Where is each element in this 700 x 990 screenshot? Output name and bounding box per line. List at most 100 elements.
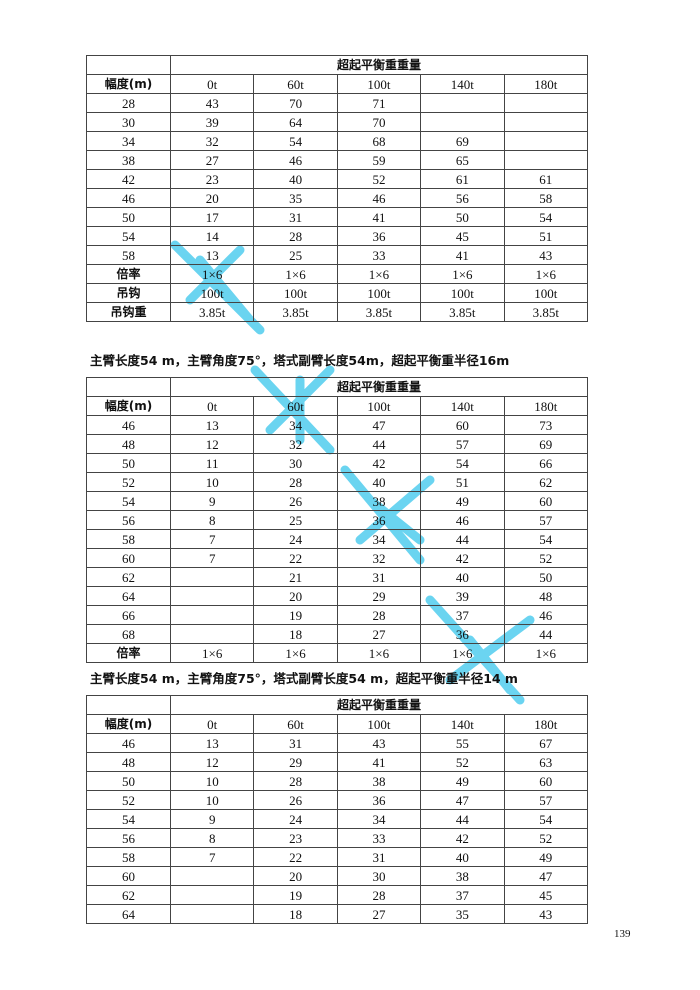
cell: 29 xyxy=(253,752,338,772)
cell: 46 xyxy=(420,510,505,530)
cell: 39 xyxy=(420,586,505,606)
cell: 45 xyxy=(503,885,589,905)
cell: 35 xyxy=(420,904,505,924)
cell xyxy=(169,904,255,924)
cell xyxy=(503,131,589,151)
cell: 28 xyxy=(253,472,338,492)
cell xyxy=(169,866,255,886)
cell: 48 xyxy=(503,586,589,606)
cell: 52 xyxy=(420,752,505,772)
cell: 50 xyxy=(503,567,589,587)
cell: 20 xyxy=(169,188,255,208)
cell xyxy=(503,150,589,170)
cell: 1×6 xyxy=(336,643,422,663)
cell: 49 xyxy=(503,847,589,867)
cell: 62 xyxy=(503,472,589,492)
cell xyxy=(169,605,255,625)
cell: 21 xyxy=(253,567,338,587)
cell: 47 xyxy=(420,790,505,810)
cell: 68 xyxy=(336,131,422,151)
table-row: 34 32 54 68 69 xyxy=(86,131,589,151)
table-row: 56 8 23 33 42 52 xyxy=(86,828,589,848)
cell: 61 xyxy=(420,169,505,189)
cell: 57 xyxy=(420,434,505,454)
cell: 10 xyxy=(169,790,255,810)
cell: 43 xyxy=(503,904,589,924)
cell: 12 xyxy=(169,752,255,772)
load-table-1: 超起平衡重重量 幅度(m) 0t 60t 100t 140t 180t 28 43 70 71 30 3… xyxy=(86,55,589,322)
column-header: 140t xyxy=(420,396,505,416)
table-row: 46 20 35 46 56 58 xyxy=(86,188,589,208)
table-row: 66 19 28 37 46 xyxy=(86,605,589,625)
row-label: 58 xyxy=(86,847,171,867)
cell xyxy=(420,112,505,132)
table-row: 64 20 29 39 48 xyxy=(86,586,589,606)
table-row: 62 21 31 40 50 xyxy=(86,567,589,587)
cell: 1×6 xyxy=(420,643,505,663)
column-header: 180t xyxy=(503,396,589,416)
cell: 66 xyxy=(503,453,589,473)
cell: 28 xyxy=(336,605,422,625)
row-label: 48 xyxy=(86,434,171,454)
cell: 24 xyxy=(253,809,338,829)
cell: 34 xyxy=(253,415,338,435)
column-header: 180t xyxy=(503,74,589,94)
cell: 34 xyxy=(336,529,422,549)
cell: 70 xyxy=(336,112,422,132)
cell: 34 xyxy=(336,809,422,829)
group-header-row: 超起平衡重重量 xyxy=(86,55,588,75)
row-label: 52 xyxy=(86,790,171,810)
cell: 100t xyxy=(169,283,255,303)
table-row: 52 10 26 36 47 57 xyxy=(86,790,589,810)
cell: 9 xyxy=(169,491,255,511)
table-row: 56 8 25 36 46 57 xyxy=(86,510,589,530)
row-label: 54 xyxy=(86,809,171,829)
cell: 26 xyxy=(253,491,338,511)
page-number: 139 xyxy=(614,928,631,940)
cell: 57 xyxy=(503,510,589,530)
cell: 14 xyxy=(169,226,255,246)
cell: 31 xyxy=(253,733,338,753)
cell: 50 xyxy=(420,207,505,227)
table-row: 62 19 28 37 45 xyxy=(86,885,589,905)
cell: 13 xyxy=(169,733,255,753)
column-header: 0t xyxy=(169,396,255,416)
column-header: 0t xyxy=(169,74,255,94)
cell: 46 xyxy=(253,150,338,170)
cell: 51 xyxy=(420,472,505,492)
column-header: 60t xyxy=(253,74,338,94)
cell: 42 xyxy=(420,828,505,848)
cell: 46 xyxy=(336,188,422,208)
table-row: 42 23 40 52 61 61 xyxy=(86,169,589,189)
table-row: 倍率 1×6 1×6 1×6 1×6 1×6 xyxy=(86,643,589,663)
cell: 28 xyxy=(253,226,338,246)
row-label: 46 xyxy=(86,733,171,753)
table-row: 30 39 64 70 xyxy=(86,112,589,132)
cell: 32 xyxy=(336,548,422,568)
cell: 1×6 xyxy=(420,264,505,284)
cell: 39 xyxy=(169,112,255,132)
cell: 3.85t xyxy=(169,302,255,322)
cell: 1×6 xyxy=(253,643,338,663)
cell: 20 xyxy=(253,586,338,606)
table-row: 38 27 46 59 65 xyxy=(86,150,589,170)
table-row: 46 13 34 47 60 73 xyxy=(86,415,589,435)
cell: 1×6 xyxy=(503,264,589,284)
row-header: 幅度(m) xyxy=(86,396,171,416)
cell xyxy=(420,93,505,113)
group-header-row: 超起平衡重重量 xyxy=(86,695,588,715)
column-header: 60t xyxy=(253,396,338,416)
cell: 54 xyxy=(420,453,505,473)
corner-cell xyxy=(86,695,171,715)
table-row: 60 7 22 32 42 52 xyxy=(86,548,589,568)
cell: 43 xyxy=(336,733,422,753)
cell: 32 xyxy=(169,131,255,151)
cell: 1×6 xyxy=(169,264,255,284)
cell: 44 xyxy=(420,529,505,549)
cell: 37 xyxy=(420,885,505,905)
cell: 28 xyxy=(336,885,422,905)
cell: 63 xyxy=(503,752,589,772)
cell: 1×6 xyxy=(253,264,338,284)
column-header: 0t xyxy=(169,714,255,734)
row-label: 64 xyxy=(86,904,171,924)
